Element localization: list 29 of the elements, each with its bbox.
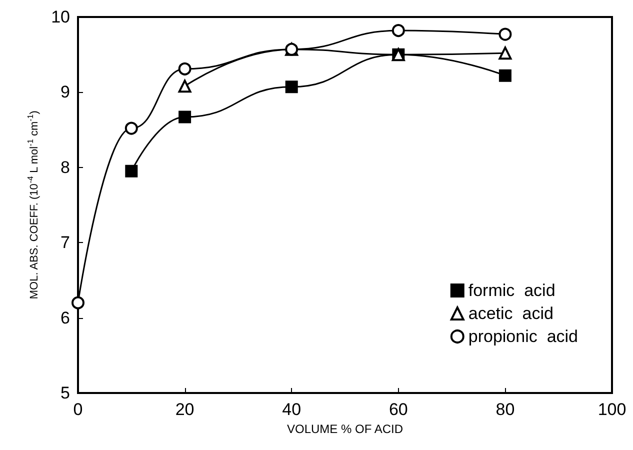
point	[498, 69, 512, 82]
point	[285, 80, 298, 94]
point	[285, 42, 298, 56]
y-tick-label: 7	[60, 233, 70, 252]
y-tick-label: 10	[51, 8, 70, 26]
y-tick-label: 8	[60, 158, 70, 177]
legend-label: formic acid	[468, 281, 556, 300]
point	[498, 46, 512, 60]
point	[125, 164, 138, 178]
legend-label: acetic acid	[468, 304, 554, 323]
point	[178, 80, 192, 93]
x-tick-label: 80	[496, 400, 515, 419]
x-tick-label: 0	[73, 400, 83, 419]
x-tick-label: 20	[175, 400, 194, 419]
legend-label: propionic acid	[468, 327, 578, 346]
x-axis-title: VOLUME % OF ACID	[286, 422, 404, 436]
y-tick-label: 5	[60, 384, 70, 402]
point	[178, 62, 192, 76]
point	[498, 28, 512, 41]
point	[124, 122, 138, 135]
point	[178, 110, 192, 124]
x-tick-label: 60	[388, 400, 408, 419]
point	[392, 24, 405, 38]
y-tick-label: 9	[60, 82, 70, 102]
x-tick-label: 100	[598, 400, 626, 419]
point	[72, 296, 84, 310]
y-axis-title: MOL. ABS. COEFF. (10-4 L mol-1 cm-1)	[26, 110, 41, 300]
x-tick-label: 40	[282, 400, 302, 419]
y-tick-label: 6	[60, 308, 70, 328]
